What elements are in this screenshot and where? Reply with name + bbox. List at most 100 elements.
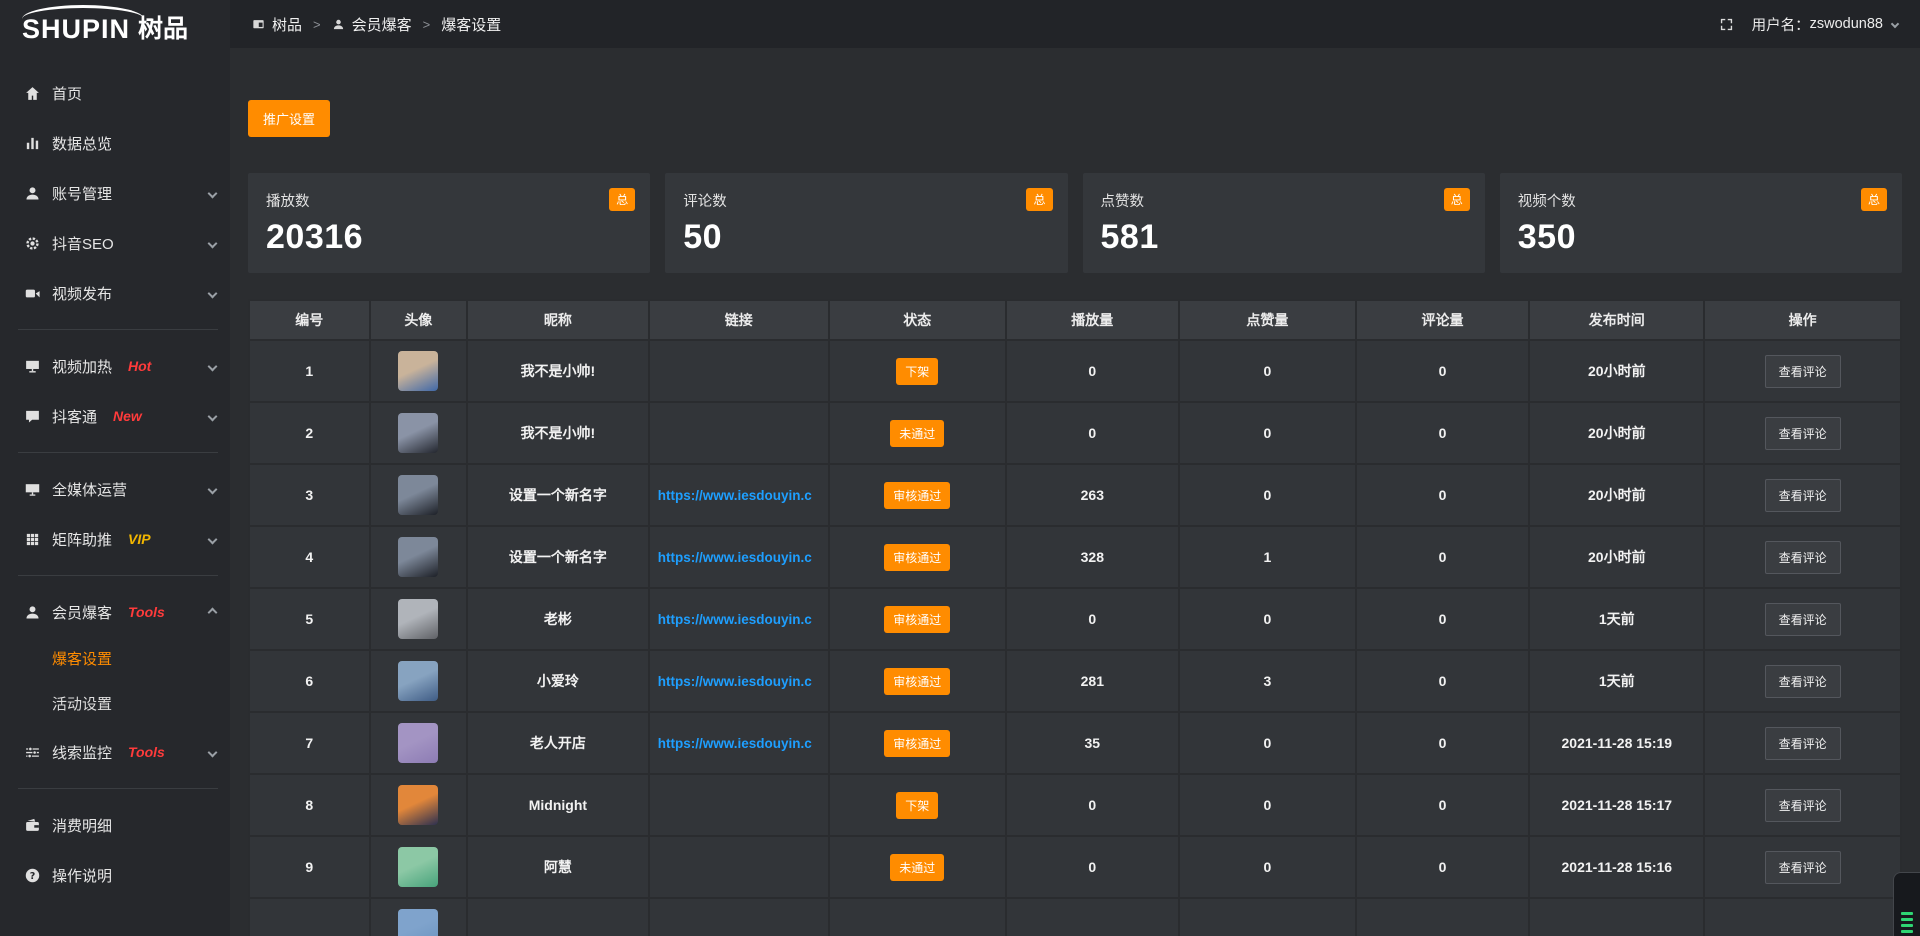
breadcrumb-item-baoke-settings[interactable]: 爆客设置: [441, 14, 501, 35]
video-link[interactable]: https://www.iesdouyin.c: [657, 549, 812, 565]
stat-card-total-badge: 总: [609, 188, 636, 211]
sidebar-item-data-overview[interactable]: 数据总览: [0, 118, 230, 168]
table-row: 1 我不是小帅! 下架 0 0 0 20小时前 查看评论: [248, 339, 1902, 403]
cell-avatar: [368, 773, 469, 837]
breadcrumb-item-shupin[interactable]: 树品: [252, 14, 302, 35]
sidebar-divider: [18, 575, 218, 576]
sidebar-item-video-heat[interactable]: 视频加热 Hot: [0, 341, 230, 391]
chevron-down-icon: [207, 484, 218, 494]
floating-widget[interactable]: [1893, 872, 1920, 936]
cell-nickname: 设置一个新名字: [466, 463, 650, 527]
wallet-icon: [24, 817, 41, 834]
cell-likes: 0: [1178, 711, 1357, 775]
breadcrumb-label: 树品: [272, 16, 303, 34]
cell-nickname: 阿慧: [466, 835, 650, 899]
cell-plays: 35: [1004, 711, 1181, 775]
gear-icon: [24, 235, 41, 252]
cell-status: 审核通过: [827, 711, 1007, 775]
view-comments-button[interactable]: 查看评论: [1764, 788, 1841, 822]
sidebar-item-clue-monitor[interactable]: 线索监控 Tools: [0, 727, 230, 777]
breadcrumb-item-member-baoke[interactable]: 会员爆客: [332, 14, 412, 35]
sidebar-item-tag: VIP: [128, 531, 151, 547]
column-header: 状态: [827, 299, 1007, 341]
table-row: 8 Midnight 下架 0 0 0 2021-11-28 15:17 查看评…: [248, 773, 1902, 837]
sidebar-subitem-baoke-settings[interactable]: 爆客设置: [52, 651, 113, 668]
sidebar-item-douyin-seo[interactable]: 抖音SEO: [0, 218, 230, 268]
cell-status: 下架: [827, 339, 1007, 403]
view-comments-button[interactable]: 查看评论: [1764, 726, 1841, 760]
table-row: [248, 897, 1902, 936]
table-header-row: 编号 头像 昵称 链接 状态 播放量 点赞量 评论量 发布时间 操作: [248, 299, 1902, 341]
app-logo[interactable]: SHUPIN 树品: [0, 0, 230, 58]
cell-comments: 0: [1354, 339, 1531, 403]
sidebar-nav: 首页 数据总览 账号管理 抖音SEO 视频发布视频加热 Hot 抖客通 New 全媒体运营 矩阵助…: [0, 58, 230, 900]
screen-small-icon: [252, 18, 265, 31]
sidebar-item-consume-detail[interactable]: 消费明细: [0, 800, 230, 850]
cell-link: https://www.iesdouyin.c: [647, 525, 830, 589]
chevron-up-icon: [207, 607, 218, 617]
view-comments-button[interactable]: 查看评论: [1764, 354, 1841, 388]
video-link[interactable]: https://www.iesdouyin.c: [657, 611, 812, 627]
cell-avatar: [368, 463, 469, 527]
user-menu[interactable]: 用户名： zswodun88: [1752, 14, 1900, 35]
view-comments-button[interactable]: 查看评论: [1764, 478, 1841, 512]
stat-card-value: 20316: [266, 218, 364, 256]
avatar: [398, 599, 439, 639]
cell-link: https://www.iesdouyin.c: [647, 463, 830, 527]
stat-card-value: 581: [1100, 218, 1159, 256]
sidebar-item-matrix-boost[interactable]: 矩阵助推 VIP: [0, 514, 230, 564]
sidebar-item-member-baoke[interactable]: 会员爆客 Tools: [0, 587, 230, 637]
video-link[interactable]: https://www.iesdouyin.c: [657, 673, 812, 689]
view-comments-button[interactable]: 查看评论: [1764, 602, 1841, 636]
sidebar-item-home[interactable]: 首页: [0, 68, 230, 118]
sidebar-item-account-manage[interactable]: 账号管理: [0, 168, 230, 218]
cell-action: 查看评论: [1703, 463, 1902, 527]
sidebar-item-tag: Tools: [128, 604, 165, 620]
promo-settings-button[interactable]: 推广设置: [248, 100, 331, 137]
video-link[interactable]: https://www.iesdouyin.c: [657, 487, 812, 503]
avatar: [398, 413, 439, 453]
view-comments-button[interactable]: 查看评论: [1764, 850, 1841, 884]
cell-index: [248, 897, 371, 936]
cell-plays: 263: [1004, 463, 1181, 527]
cell-likes: 0: [1178, 773, 1357, 837]
person-small-icon: [332, 18, 345, 31]
cell-action: [1703, 897, 1902, 936]
screen-icon: [24, 358, 41, 375]
view-comments-button[interactable]: 查看评论: [1764, 664, 1841, 698]
cell-likes: 0: [1178, 587, 1357, 651]
video-link[interactable]: https://www.iesdouyin.c: [657, 735, 812, 751]
chevron-down-icon: [207, 288, 218, 298]
cell-avatar: [368, 587, 469, 651]
cell-status: 下架: [827, 773, 1007, 837]
status-badge: 下架: [896, 357, 939, 385]
logo-text-cn: 树品: [138, 14, 189, 43]
sidebar-item-douketong[interactable]: 抖客通 New: [0, 391, 230, 441]
cell-action: 查看评论: [1703, 587, 1902, 651]
cell-plays: 0: [1004, 587, 1181, 651]
breadcrumb-label: 爆客设置: [441, 16, 502, 34]
cell-link: https://www.iesdouyin.c: [647, 587, 830, 651]
cell-time: 20小时前: [1528, 339, 1706, 403]
view-comments-button[interactable]: 查看评论: [1764, 416, 1841, 450]
cell-action: 查看评论: [1703, 773, 1902, 837]
cell-plays: [1004, 897, 1181, 936]
cell-time: 20小时前: [1528, 463, 1706, 527]
cell-status: 审核通过: [827, 463, 1007, 527]
status-badge: 未通过: [890, 853, 945, 881]
cell-nickname: 老人开店: [466, 711, 650, 775]
sidebar-item-media-operation[interactable]: 全媒体运营: [0, 464, 230, 514]
cell-index: 9: [248, 835, 371, 899]
table-row: 9 阿慧 未通过 0 0 0 2021-11-28 15:16 查看评论: [248, 835, 1902, 899]
signal-bar-icon: [1901, 930, 1913, 933]
cell-link: [647, 773, 830, 837]
stat-card-total-badge: 总: [1026, 188, 1053, 211]
sidebar-item-operation-guide[interactable]: ? 操作说明: [0, 850, 230, 900]
view-comments-button[interactable]: 查看评论: [1764, 540, 1841, 574]
fullscreen-icon[interactable]: [1719, 17, 1734, 32]
stat-cards: 播放数 20316 总 评论数 50 总 点赞数 581 总 视频个数 350 总: [248, 173, 1902, 273]
topbar-right: 用户名： zswodun88: [1719, 14, 1900, 35]
sidebar-item-video-publish[interactable]: 视频发布: [0, 268, 230, 318]
sidebar-subitem-activity-settings[interactable]: 活动设置: [52, 696, 113, 713]
